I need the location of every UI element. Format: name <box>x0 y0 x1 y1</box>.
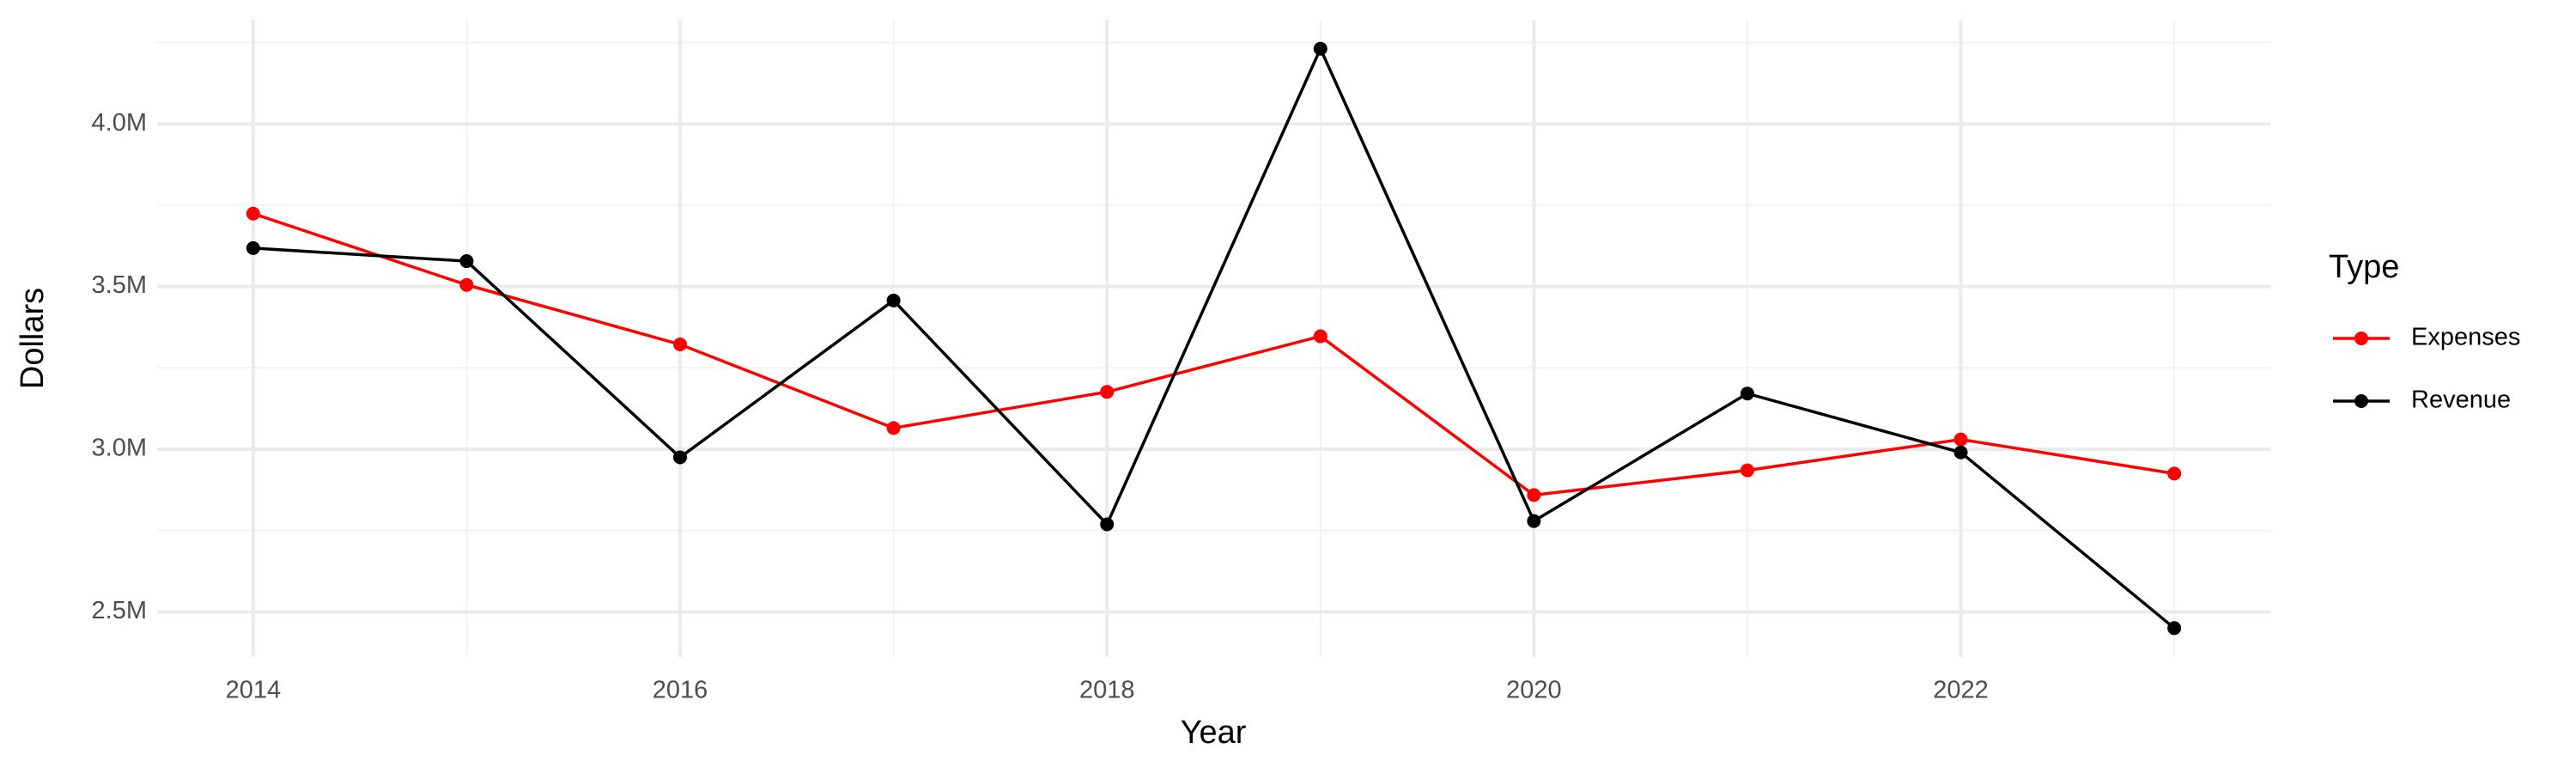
point <box>1527 488 1541 502</box>
x-axis-title: Year <box>1181 715 1247 751</box>
point <box>886 421 901 435</box>
point <box>1313 41 1327 56</box>
point <box>2167 466 2182 481</box>
point <box>1313 329 1327 344</box>
legend-title: Type <box>2329 249 2399 285</box>
point <box>1100 517 1115 532</box>
point <box>246 240 260 255</box>
point <box>1953 445 1968 460</box>
x-tick-label: 2018 <box>1079 677 1135 704</box>
point <box>1953 432 1968 447</box>
point <box>1740 386 1754 401</box>
point <box>246 206 260 221</box>
point <box>1100 385 1115 399</box>
y-axis-title: Dollars <box>15 288 51 389</box>
y-tick-label: 3.0M <box>92 435 147 462</box>
y-tick-label: 3.5M <box>92 271 147 299</box>
point <box>459 254 474 269</box>
y-tick-label: 4.0M <box>92 109 147 137</box>
legend-key-point <box>2354 394 2368 408</box>
point <box>673 450 688 465</box>
point <box>2167 621 2182 636</box>
series-line <box>252 45 2176 630</box>
series-line <box>252 212 2175 497</box>
legend-key-point <box>2354 332 2368 345</box>
legend-label: Expenses <box>2411 324 2520 351</box>
x-tick-label: 2014 <box>226 677 282 704</box>
x-tick-label: 2016 <box>653 677 708 704</box>
x-tick-label: 2020 <box>1506 677 1562 704</box>
y-tick-label: 2.5M <box>92 597 147 624</box>
point <box>673 338 688 352</box>
point <box>1740 463 1754 478</box>
x-tick-label: 2022 <box>1933 677 1989 704</box>
point <box>886 293 901 307</box>
point <box>459 277 474 292</box>
point <box>1527 514 1541 528</box>
legend-label: Revenue <box>2411 386 2511 414</box>
